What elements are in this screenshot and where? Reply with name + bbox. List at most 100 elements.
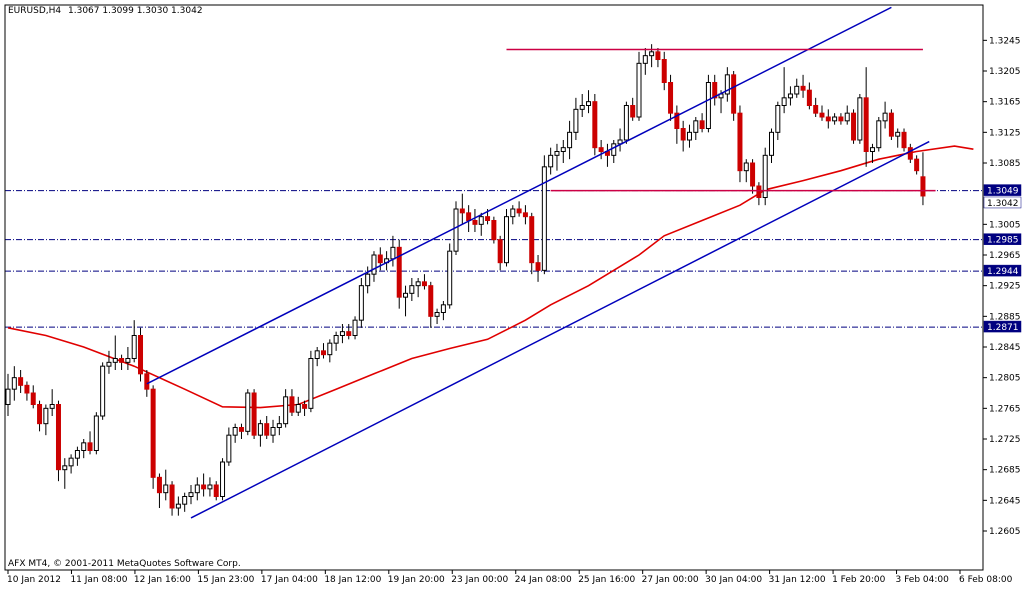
candle-body — [485, 216, 491, 222]
candle-body — [800, 85, 806, 91]
candle-body — [851, 112, 857, 141]
candle-body — [510, 208, 516, 218]
y-tick-label: 1.2725 — [989, 435, 1021, 445]
candle-body — [415, 281, 421, 287]
candle-body — [100, 365, 106, 417]
candle-body — [649, 51, 655, 57]
x-tick-label: 30 Jan 04:00 — [705, 575, 762, 585]
x-tick-label: 19 Jan 20:00 — [388, 575, 445, 585]
x-tick-label: 27 Jan 00:00 — [642, 575, 699, 585]
candle-body — [409, 285, 415, 294]
candle-body — [226, 434, 232, 463]
candle-body — [87, 442, 93, 452]
candle-body — [560, 147, 566, 153]
candle-body — [705, 82, 711, 129]
candle-body — [302, 404, 308, 409]
price-marker — [983, 264, 1022, 277]
candle-body — [74, 450, 80, 459]
candle-body — [567, 131, 573, 149]
candle-body — [81, 442, 87, 452]
candle-body — [888, 112, 894, 137]
moving-average-layer — [7, 145, 974, 409]
y-tick-label: 1.2645 — [989, 496, 1021, 506]
candle-body — [491, 220, 497, 241]
candle-body — [24, 384, 30, 394]
candle-body — [869, 147, 875, 153]
candle-body — [901, 131, 907, 149]
candle-body — [699, 120, 705, 130]
candle-body — [636, 62, 642, 118]
candle-body — [466, 212, 472, 221]
y-tick-label: 1.2805 — [989, 374, 1021, 384]
candle-body — [352, 319, 358, 336]
price-marker-label: 1.2871 — [987, 323, 1019, 333]
x-tick-label: 23 Jan 00:00 — [451, 575, 508, 585]
candle-body — [453, 208, 459, 252]
candle-body — [743, 162, 749, 172]
candle-body — [175, 503, 181, 509]
candle-body — [194, 484, 200, 494]
candles-layer — [5, 44, 926, 516]
candle-body — [541, 166, 547, 271]
candle-body — [346, 331, 352, 336]
candle-body — [819, 112, 825, 118]
candle-body — [371, 254, 377, 275]
candle-body — [693, 120, 699, 133]
candle-body — [112, 358, 118, 363]
y-tick-label: 1.3005 — [989, 220, 1021, 230]
x-tick-label: 31 Jan 12:00 — [769, 575, 826, 585]
y-tick-label: 1.2605 — [989, 527, 1021, 537]
candle-body — [680, 128, 686, 141]
price-marker-label: 1.2985 — [987, 236, 1019, 246]
candle-body — [314, 350, 320, 360]
x-tick-label: 18 Jan 12:00 — [324, 575, 381, 585]
candle-body — [756, 185, 762, 198]
candle-body — [327, 342, 333, 356]
y-tick-label: 1.2845 — [989, 343, 1021, 353]
candle-body — [270, 427, 276, 436]
candle-body — [497, 239, 503, 264]
candle-body — [440, 304, 446, 314]
y-tick-label: 1.3165 — [989, 98, 1021, 108]
header-info: EURUSD,H4 1.3067 1.3099 1.3030 1.3042 — [8, 6, 203, 16]
candle-body — [592, 101, 598, 149]
candle-body — [813, 105, 819, 114]
candle-body — [844, 112, 850, 122]
candle-body — [245, 392, 251, 432]
candle-body — [421, 281, 427, 287]
candle-body — [731, 74, 737, 114]
candle-body — [238, 427, 244, 432]
candle-body — [750, 162, 756, 187]
candle-body — [472, 220, 478, 225]
x-tick-label: 17 Jan 04:00 — [261, 575, 318, 585]
candle-body — [737, 112, 743, 172]
price-markers: 1.3049 1.2985 1.2944 1.2871 1.3042 — [983, 184, 1022, 333]
candle-body — [207, 484, 213, 490]
y-tick-label: 1.3205 — [989, 67, 1021, 77]
price-marker — [983, 196, 1022, 209]
candle-body — [920, 176, 926, 197]
x-tick-label: 10 Jan 2012 — [7, 575, 61, 585]
candle-body — [182, 496, 188, 505]
candle-body — [308, 358, 314, 409]
price-marker-label: 1.3042 — [987, 199, 1019, 209]
candle-body — [188, 492, 194, 497]
candle-body — [794, 85, 800, 95]
x-tick-label: 25 Jan 16:00 — [578, 575, 635, 585]
candle-body — [321, 350, 326, 356]
candle-body — [668, 82, 674, 114]
candle-body — [907, 147, 913, 160]
candle-body — [295, 404, 301, 413]
y-tick-label: 1.2885 — [989, 312, 1021, 322]
candle-body — [661, 59, 667, 83]
candle-body — [213, 484, 219, 497]
candle-body — [535, 262, 541, 271]
candle-body — [781, 97, 787, 107]
y-tick-label: 1.2925 — [989, 282, 1021, 292]
candle-body — [377, 254, 383, 264]
candle-body — [119, 358, 125, 363]
candle-body — [106, 361, 112, 367]
price-marker-label: 1.2944 — [987, 267, 1019, 277]
